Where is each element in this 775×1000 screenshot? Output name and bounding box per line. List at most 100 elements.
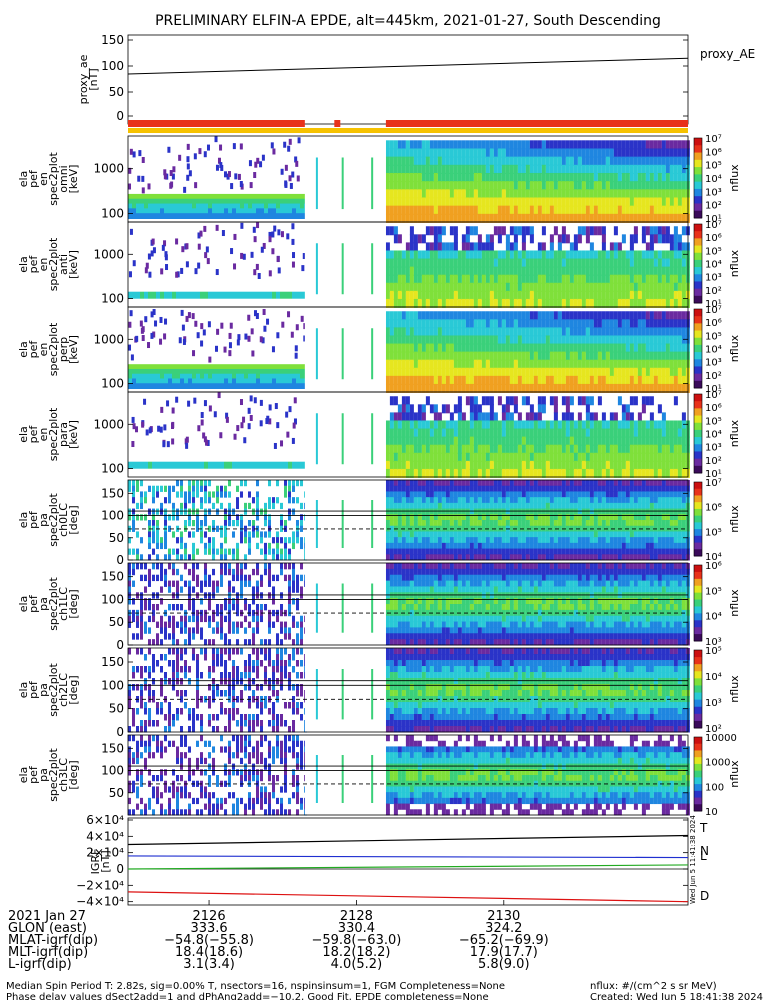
pa-pixel (581, 485, 586, 492)
pa-pixel (168, 485, 171, 492)
spec-pixel (657, 205, 662, 215)
pa-pixel (529, 520, 534, 527)
spec-pixel (237, 334, 241, 341)
spec-pixel (529, 274, 534, 284)
spec-pixel (453, 282, 458, 292)
pa-pixel (397, 525, 402, 532)
spec-pixel (529, 298, 534, 308)
pa-pixel (417, 537, 422, 544)
spec-pixel (156, 198, 160, 205)
colorbar-tick: 10⁵ (705, 331, 722, 342)
pa-pixel (613, 531, 618, 538)
spec-pixel (192, 373, 196, 380)
spec-pixel (613, 420, 618, 430)
spec-pixel (232, 291, 236, 299)
pa-pixel (517, 520, 522, 527)
spec-pixel (216, 383, 220, 389)
pa-pixel (276, 554, 279, 561)
pa-pixel (509, 520, 514, 527)
spec-pixel (485, 351, 490, 361)
spec-pixel (657, 375, 662, 385)
spec-pixel (481, 242, 486, 252)
spec-pixel (393, 234, 398, 244)
spec-pixel (489, 412, 494, 422)
spec-pixel (461, 242, 466, 252)
spec-pixel (236, 383, 240, 389)
spec-pixel (156, 213, 160, 219)
pa-pixel (256, 531, 259, 538)
spec-pixel (673, 274, 678, 284)
spec-pixel (625, 282, 630, 292)
spec-pixel (264, 213, 268, 219)
spec-pixel (461, 189, 466, 199)
spec-pixel (617, 468, 622, 478)
spec-pixel (176, 208, 180, 215)
spec-pixel (288, 175, 292, 182)
pa-pixel (601, 548, 606, 555)
spec-pixel (633, 319, 638, 329)
spec-pixel (589, 396, 594, 406)
pa-pixel (216, 525, 219, 532)
spec-pixel (232, 461, 236, 469)
pa-pixel (264, 508, 267, 515)
spec-pixel (485, 234, 490, 244)
spec-pixel (144, 364, 148, 370)
spec-pixel (171, 438, 175, 445)
spec-pixel (617, 428, 622, 438)
pa-pixel (561, 497, 566, 504)
spec-pixel (445, 258, 450, 268)
spec-pixel (513, 444, 518, 454)
spec-pixel (469, 140, 474, 150)
spec-pixel (284, 180, 288, 187)
spec-pixel (140, 364, 144, 370)
spec-pixel (413, 327, 418, 337)
spec-pixel (259, 399, 263, 406)
spec-pixel (433, 140, 438, 150)
spec-pixel (645, 250, 650, 260)
spec-pixel (224, 203, 228, 210)
colorbar-tick: 10¹ (705, 299, 722, 310)
spec-pixel (216, 364, 220, 370)
pa-pixel (505, 485, 510, 492)
spec-pixel (577, 444, 582, 454)
spec-pixel (457, 428, 462, 438)
spec-pixel (529, 343, 534, 353)
spec-pixel (577, 375, 582, 385)
pa-pixel (248, 502, 251, 510)
spec-pixel (505, 436, 510, 446)
spec-pixel (573, 367, 578, 377)
spec-pixel (212, 208, 216, 215)
pa-pixel (280, 554, 283, 561)
spec-pixel (521, 148, 526, 158)
pa-pixel (553, 491, 558, 498)
spec-pixel (184, 378, 188, 385)
spec-pixel (465, 226, 470, 236)
pa-pixel (156, 508, 159, 515)
spec-pixel (152, 213, 156, 219)
pa-pixel (393, 480, 398, 487)
pa-pixel (581, 514, 586, 521)
pa-pixel (232, 508, 235, 515)
spec-pixel (677, 140, 682, 150)
spec-pixel (553, 197, 558, 207)
pa-pixel (252, 525, 255, 532)
pa-pixel (393, 531, 398, 538)
spec-pixel (441, 205, 446, 215)
spec-pixel (441, 226, 446, 236)
spec-pixel (641, 335, 646, 345)
pa-pixel (569, 542, 574, 550)
spec-pixel (621, 250, 626, 260)
spec-pixel (433, 468, 438, 478)
spec-pixel (473, 189, 478, 199)
spec-pixel (208, 203, 212, 210)
spec-pixel (284, 373, 288, 380)
spec-pixel (501, 197, 506, 207)
spec-pixel (501, 383, 506, 393)
spec-pixel (621, 290, 626, 300)
colorbar-tick: 10³ (705, 187, 722, 198)
spec-pixel (196, 364, 200, 370)
spec-pixel (665, 189, 670, 199)
spec-pixel (449, 460, 454, 470)
pa-pixel (609, 485, 614, 492)
spec-pixel (537, 164, 542, 174)
